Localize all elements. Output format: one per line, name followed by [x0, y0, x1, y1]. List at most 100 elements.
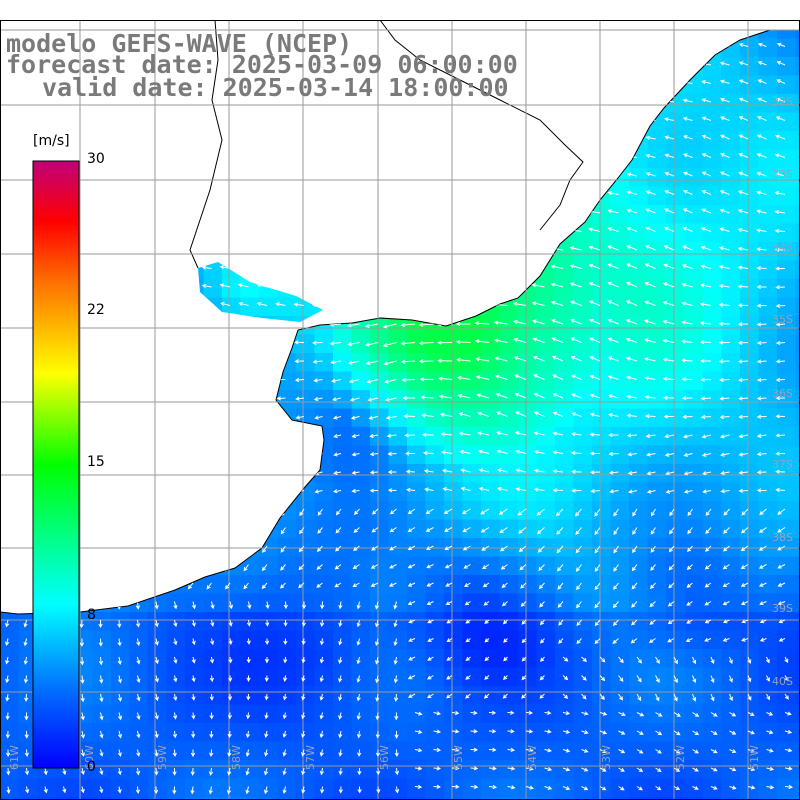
wind-cell [203, 371, 223, 391]
wind-arrow [94, 527, 101, 532]
wind-cell [499, 297, 519, 317]
wind-arrow [0, 191, 9, 197]
wind-cell [555, 94, 575, 114]
wind-arrow [663, 44, 675, 49]
wind-arrow [571, 63, 582, 68]
wind-arrow [202, 302, 212, 307]
wind-cell [148, 482, 168, 502]
wind-arrow [4, 601, 9, 610]
wind-arrow [25, 786, 30, 794]
wind-arrow [626, 245, 638, 251]
wind-arrow [700, 264, 712, 269]
wind-cell [536, 464, 556, 484]
wind-cell [92, 482, 112, 502]
wind-cell [296, 279, 316, 299]
lat-label: 35S [772, 313, 793, 326]
wind-cell [314, 723, 334, 743]
wind-cell [259, 778, 279, 798]
wind-cell [222, 168, 242, 188]
wind-arrow [718, 321, 730, 326]
wind-arrow [258, 470, 268, 476]
wind-cell [259, 371, 279, 391]
wind-arrow [644, 263, 656, 269]
wind-cell [388, 575, 408, 595]
wind-cell [647, 371, 667, 391]
wind-arrow [625, 356, 638, 362]
wind-cell [499, 797, 519, 800]
wind-arrow [515, 449, 527, 454]
wind-arrow [154, 749, 159, 758]
wind-cell [721, 556, 741, 576]
wind-cell [536, 390, 556, 410]
wind-arrow [110, 376, 120, 382]
wind-arrow [329, 284, 342, 289]
wind-cell [92, 371, 112, 391]
wind-arrow [488, 784, 498, 790]
wind-arrow [389, 545, 397, 551]
wind-arrow [550, 282, 564, 288]
wind-cell [333, 297, 353, 317]
wind-cell [758, 94, 778, 114]
wind-arrow [19, 582, 27, 587]
wind-arrow [37, 117, 46, 122]
wind-cell [518, 760, 538, 780]
wind-cell [462, 408, 482, 428]
wind-cell [55, 112, 75, 132]
wind-arrow [756, 396, 767, 401]
wind-cell [277, 575, 297, 595]
wind-cell [370, 482, 390, 502]
wind-cell [795, 630, 800, 650]
wind-cell [444, 593, 464, 613]
wind-arrow [664, 117, 675, 122]
wind-arrow [173, 675, 178, 683]
wind-arrow [350, 191, 360, 196]
wind-arrow [24, 730, 29, 739]
wind-cell [148, 464, 168, 484]
wind-cell [222, 667, 242, 687]
wind-arrow [316, 545, 323, 552]
wind-arrow [405, 451, 415, 456]
wind-cell [388, 630, 408, 650]
wind-cell [0, 223, 20, 243]
wind-arrow [500, 25, 508, 28]
wind-arrow [501, 582, 508, 588]
wind-cell [148, 778, 168, 798]
wind-arrow [562, 675, 569, 681]
wind-arrow [756, 488, 767, 493]
wind-cell [0, 445, 20, 465]
wind-cell [536, 408, 556, 428]
wind-cell [573, 408, 593, 428]
wind-arrow [581, 730, 589, 735]
wind-arrow [298, 545, 305, 553]
wind-arrow [470, 784, 479, 789]
wind-arrow [210, 638, 215, 646]
wind-arrow [422, 450, 434, 456]
wind-arrow [356, 693, 361, 702]
wind-cell [647, 464, 667, 484]
wind-cell [259, 186, 279, 206]
wind-arrow [514, 392, 527, 399]
wind-cell [462, 186, 482, 206]
wind-arrow [718, 340, 730, 345]
wind-cell [758, 704, 778, 724]
wind-cell [666, 704, 686, 724]
wind-arrow [720, 79, 730, 84]
wind-arrow [532, 156, 545, 161]
wind-arrow [394, 767, 400, 776]
wind-cell [555, 149, 575, 169]
wind-arrow [393, 638, 398, 647]
wind-cell [555, 778, 575, 798]
wind-arrow [351, 433, 360, 439]
wind-cell [148, 445, 168, 465]
wind-arrow [718, 265, 730, 270]
wind-cell [222, 649, 242, 669]
wind-arrow [720, 97, 730, 103]
wind-arrow [636, 767, 644, 772]
wind-cell [518, 57, 538, 77]
wind-arrow [239, 470, 249, 475]
wind-cell [721, 723, 741, 743]
wind-arrow [185, 376, 194, 381]
wind-arrow [425, 24, 433, 28]
wind-cell [222, 353, 242, 373]
wind-cell [499, 260, 519, 280]
